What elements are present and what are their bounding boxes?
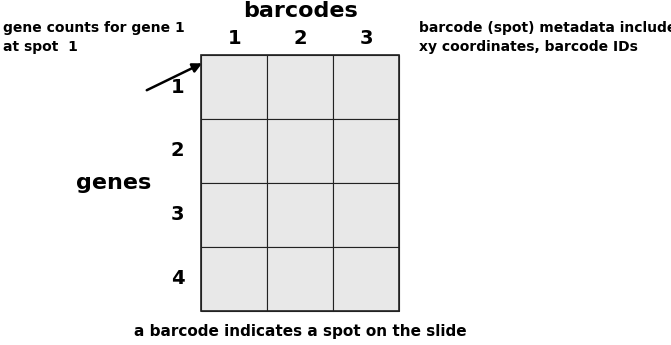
Text: 3: 3 — [171, 205, 185, 224]
Text: 3: 3 — [360, 29, 373, 48]
Text: 2: 2 — [171, 141, 185, 160]
Text: 4: 4 — [171, 269, 185, 288]
Text: 1: 1 — [171, 78, 185, 97]
Text: 1: 1 — [227, 29, 241, 48]
Text: genes: genes — [76, 173, 152, 193]
Text: barcode (spot) metadata includes
xy coordinates, barcode IDs: barcode (spot) metadata includes xy coor… — [419, 21, 671, 54]
Text: barcodes: barcodes — [243, 1, 358, 21]
Text: gene counts for gene 1
at spot  1: gene counts for gene 1 at spot 1 — [3, 21, 185, 54]
Text: 2: 2 — [293, 29, 307, 48]
Text: a barcode indicates a spot on the slide: a barcode indicates a spot on the slide — [134, 324, 466, 339]
